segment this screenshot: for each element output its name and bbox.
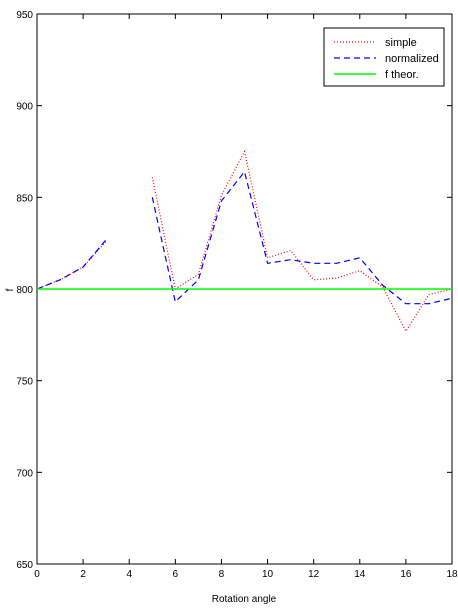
- y-tick-label: 950: [16, 10, 33, 21]
- x-tick-label: 4: [126, 569, 132, 580]
- series-layer: [36, 149, 453, 333]
- x-tick-label: 6: [173, 569, 179, 580]
- legend-label-normalized: normalized: [385, 53, 439, 65]
- x-axis: 0 2 4 6 8 10 12 14 16 18: [34, 14, 458, 580]
- y-tick-label: 700: [16, 468, 33, 479]
- legend-label-simple: simple: [385, 37, 417, 49]
- x-tick-label: 10: [262, 569, 274, 580]
- series-line-normalized: [151, 170, 453, 305]
- y-tick-label: 850: [16, 193, 33, 204]
- legend-box: [323, 27, 445, 87]
- x-tick-label: 14: [354, 569, 366, 580]
- x-tick-label: 2: [80, 569, 86, 580]
- y-tick-label: 650: [16, 560, 33, 571]
- x-tick-label: 16: [400, 569, 412, 580]
- legend-label-f-theor: f theor.: [385, 69, 419, 81]
- y-tick-label: 750: [16, 377, 33, 388]
- x-tick-label: 0: [34, 569, 40, 580]
- y-tick-label: 800: [16, 285, 33, 296]
- series-line-normalized: [36, 239, 107, 290]
- y-axis-label: f: [5, 288, 16, 291]
- x-axis-label: Rotation angle: [212, 594, 277, 605]
- y-tick-label: 900: [16, 102, 33, 113]
- x-tick-label: 18: [446, 569, 458, 580]
- x-tick-label: 12: [308, 569, 320, 580]
- x-tick-label: 8: [219, 569, 225, 580]
- y-axis: 650 700 750 800 850 900 950: [16, 10, 452, 571]
- legend: simple normalized f theor.: [323, 27, 445, 87]
